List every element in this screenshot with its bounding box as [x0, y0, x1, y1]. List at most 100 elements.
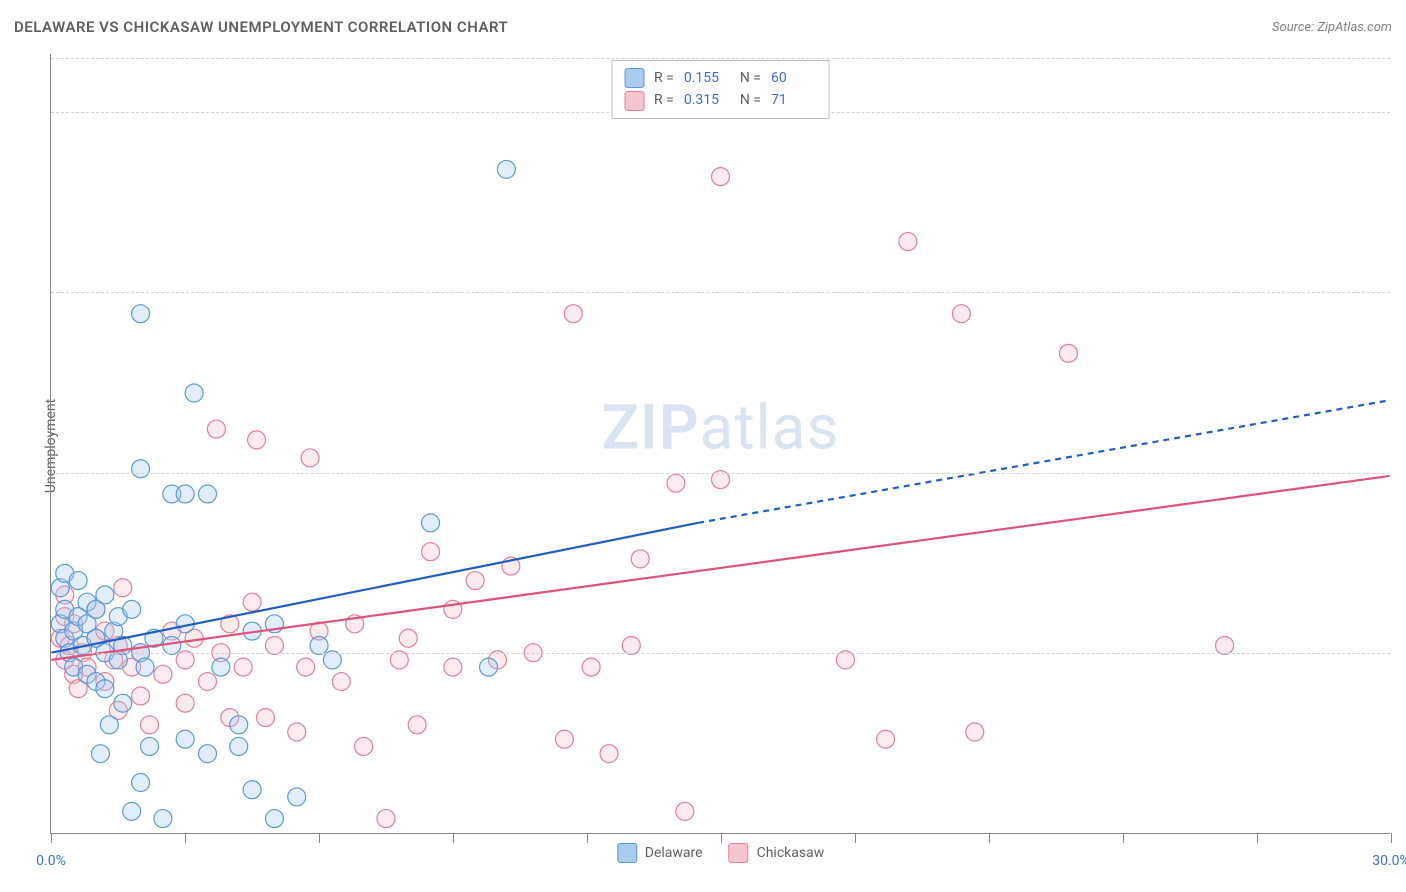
- data-point: [132, 774, 150, 792]
- data-point: [422, 543, 440, 561]
- data-point: [288, 788, 306, 806]
- data-point: [248, 431, 266, 449]
- data-point: [422, 514, 440, 532]
- x-tick: [587, 833, 588, 843]
- data-point: [676, 802, 694, 820]
- swatch-blue-icon: [617, 843, 637, 863]
- data-point: [712, 168, 730, 186]
- data-point: [114, 579, 132, 597]
- data-point: [230, 737, 248, 755]
- data-point: [444, 658, 462, 676]
- stat-row-delaware: R = 0.155 N = 60: [624, 67, 817, 89]
- stat-row-chickasaw: R = 0.315 N = 71: [624, 89, 817, 111]
- data-point: [69, 572, 87, 590]
- legend-label: Delaware: [645, 845, 703, 861]
- data-point: [310, 636, 328, 654]
- data-point: [497, 160, 515, 178]
- x-tick-label: 30.0%: [1372, 853, 1406, 869]
- data-point: [123, 600, 141, 618]
- data-point: [466, 572, 484, 590]
- stat-r-value: 0.155: [684, 67, 730, 89]
- stat-legend: R = 0.155 N = 60 R = 0.315 N = 71: [611, 60, 830, 119]
- data-point: [288, 723, 306, 741]
- stat-r-label: R =: [654, 89, 674, 111]
- data-point: [555, 730, 573, 748]
- data-point: [185, 384, 203, 402]
- x-tick: [319, 833, 320, 843]
- data-point: [141, 716, 159, 734]
- bottom-legend: Delaware Chickasaw: [617, 843, 824, 863]
- data-point: [199, 745, 217, 763]
- scatter-chart: ZIPatlas R = 0.155 N = 60 R = 0.315 N = …: [50, 54, 1390, 834]
- data-point: [399, 629, 417, 647]
- data-point: [100, 716, 118, 734]
- x-tick: [1391, 833, 1392, 843]
- data-point: [377, 810, 395, 828]
- data-point: [480, 658, 498, 676]
- data-point: [332, 673, 350, 691]
- x-tick: [51, 833, 52, 843]
- data-point: [176, 485, 194, 503]
- data-point: [256, 709, 274, 727]
- legend-item-chickasaw: Chickasaw: [729, 843, 825, 863]
- stat-n-label: N =: [740, 67, 761, 89]
- data-point: [243, 593, 261, 611]
- legend-item-delaware: Delaware: [617, 843, 703, 863]
- data-point: [163, 636, 181, 654]
- data-point: [176, 694, 194, 712]
- data-point: [582, 658, 600, 676]
- data-point: [1216, 636, 1234, 654]
- data-point: [207, 420, 225, 438]
- x-tick: [721, 833, 722, 843]
- data-point: [631, 550, 649, 568]
- data-point: [265, 810, 283, 828]
- regression-line-delaware: [51, 523, 698, 653]
- data-point: [230, 716, 248, 734]
- x-tick-label: 0.0%: [36, 853, 66, 869]
- x-tick: [185, 833, 186, 843]
- data-point: [234, 658, 252, 676]
- data-point: [355, 737, 373, 755]
- swatch-pink-icon: [624, 91, 644, 111]
- data-point: [154, 665, 172, 683]
- data-point: [243, 781, 261, 799]
- x-tick: [855, 833, 856, 843]
- data-point: [141, 737, 159, 755]
- data-point: [265, 636, 283, 654]
- data-point: [132, 687, 150, 705]
- data-point: [667, 474, 685, 492]
- data-point: [132, 460, 150, 478]
- data-point: [96, 586, 114, 604]
- grid-line: [51, 653, 1390, 654]
- stat-n-label: N =: [740, 89, 761, 111]
- stat-n-value: 60: [771, 67, 817, 89]
- swatch-pink-icon: [729, 843, 749, 863]
- data-point: [199, 485, 217, 503]
- chart-title: DELAWARE VS CHICKASAW UNEMPLOYMENT CORRE…: [14, 18, 508, 36]
- grid-line: [51, 58, 1390, 59]
- data-point: [154, 810, 172, 828]
- data-point: [123, 802, 141, 820]
- data-point: [899, 233, 917, 251]
- x-tick: [1123, 833, 1124, 843]
- grid-line: [51, 292, 1390, 293]
- stat-r-label: R =: [654, 67, 674, 89]
- swatch-blue-icon: [624, 68, 644, 88]
- regression-line-delaware-extrap: [698, 400, 1389, 523]
- regression-line-chickasaw: [51, 476, 1389, 660]
- data-point: [91, 745, 109, 763]
- data-point: [297, 658, 315, 676]
- legend-label: Chickasaw: [757, 845, 825, 861]
- data-point: [136, 658, 154, 676]
- data-point: [877, 730, 895, 748]
- x-tick: [989, 833, 990, 843]
- data-point: [301, 449, 319, 467]
- stat-n-value: 71: [771, 89, 817, 111]
- data-point: [114, 694, 132, 712]
- x-tick: [1257, 833, 1258, 843]
- data-point: [408, 716, 426, 734]
- data-point: [176, 730, 194, 748]
- data-point: [212, 658, 230, 676]
- data-point: [199, 673, 217, 691]
- source-attribution: Source: ZipAtlas.com: [1272, 20, 1392, 35]
